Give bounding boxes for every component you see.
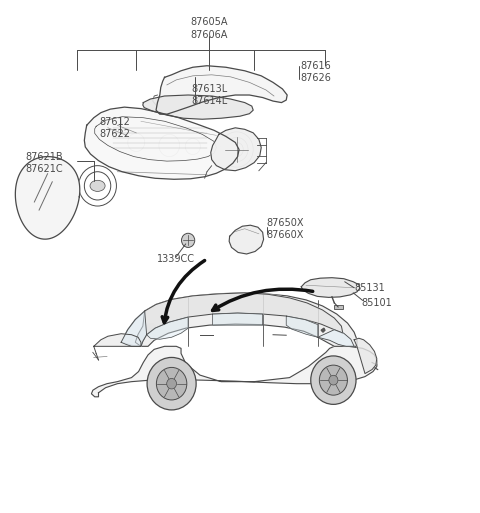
Polygon shape bbox=[15, 156, 80, 239]
Polygon shape bbox=[135, 293, 343, 346]
Text: 87612
87622: 87612 87622 bbox=[99, 116, 131, 139]
Circle shape bbox=[181, 233, 195, 247]
Polygon shape bbox=[84, 107, 239, 179]
Polygon shape bbox=[143, 95, 253, 119]
Text: 87613L
87614L: 87613L 87614L bbox=[191, 84, 228, 106]
Text: 1339CC: 1339CC bbox=[157, 254, 195, 264]
Circle shape bbox=[156, 367, 187, 400]
Polygon shape bbox=[321, 328, 325, 332]
Ellipse shape bbox=[90, 180, 105, 191]
Polygon shape bbox=[95, 116, 216, 161]
Polygon shape bbox=[94, 334, 141, 346]
Polygon shape bbox=[354, 338, 377, 373]
Polygon shape bbox=[121, 293, 357, 346]
Text: 87621B
87621C: 87621B 87621C bbox=[25, 152, 63, 174]
Bar bbox=[335, 305, 343, 309]
Polygon shape bbox=[229, 225, 264, 254]
Circle shape bbox=[167, 379, 177, 389]
Polygon shape bbox=[213, 313, 263, 325]
Ellipse shape bbox=[145, 324, 156, 331]
Polygon shape bbox=[286, 316, 318, 337]
Polygon shape bbox=[121, 311, 146, 346]
Text: 87605A
87606A: 87605A 87606A bbox=[191, 17, 228, 40]
Polygon shape bbox=[318, 330, 354, 346]
Text: 87616
87626: 87616 87626 bbox=[300, 61, 331, 84]
Circle shape bbox=[311, 356, 356, 404]
Polygon shape bbox=[91, 346, 377, 397]
Polygon shape bbox=[301, 278, 360, 298]
Polygon shape bbox=[156, 66, 287, 114]
Polygon shape bbox=[146, 317, 188, 339]
Circle shape bbox=[329, 376, 338, 385]
Polygon shape bbox=[211, 128, 261, 171]
Text: 85131: 85131 bbox=[354, 283, 385, 293]
Circle shape bbox=[319, 365, 348, 395]
Text: 85101: 85101 bbox=[361, 298, 392, 308]
Circle shape bbox=[147, 358, 196, 410]
Text: 87650X
87660X: 87650X 87660X bbox=[266, 218, 303, 240]
